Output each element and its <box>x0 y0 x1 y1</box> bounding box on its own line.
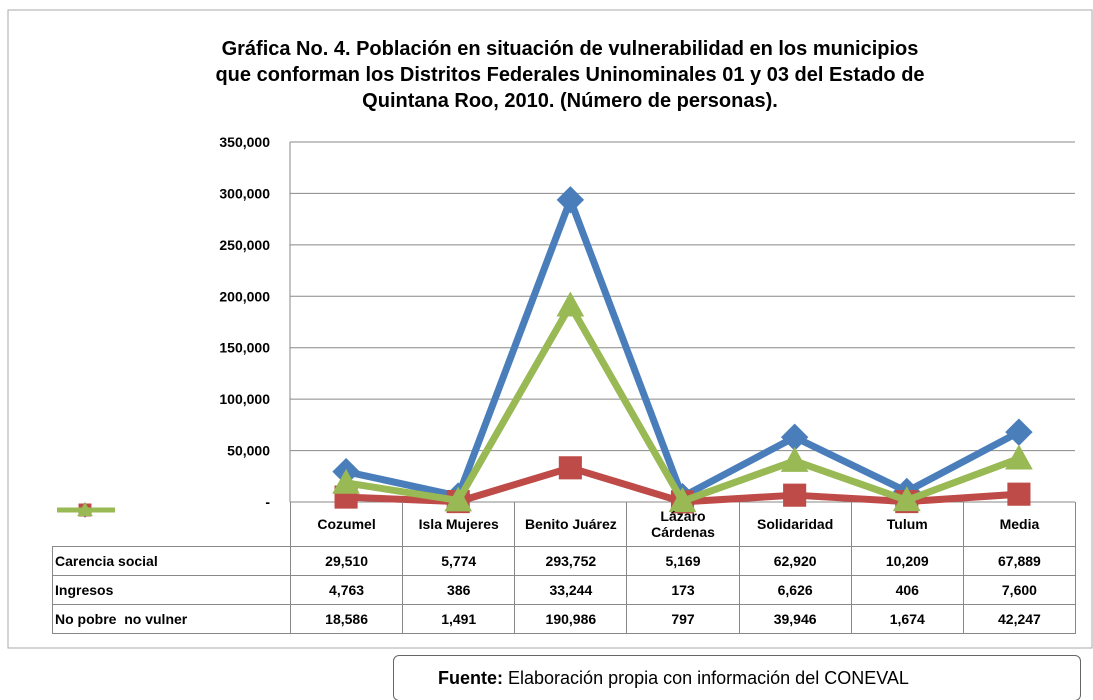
value-cell: 5,774 <box>402 546 516 576</box>
y-tick-label: 100,000 <box>219 391 270 407</box>
marker <box>556 186 585 214</box>
legend-cell: Ingresos <box>52 503 291 605</box>
legend-label: Ingresos <box>55 582 114 598</box>
legend-cell: No pobre no vulner <box>52 502 291 634</box>
value-cell: 18,586 <box>289 604 404 634</box>
series-line <box>345 302 1021 505</box>
category-label: Lázaro Cárdenas <box>626 502 740 547</box>
value-cell: 386 <box>402 575 516 605</box>
series-row: Carencia social 29,510 5,774 293,752 5,169 62… <box>52 502 1076 576</box>
value-cell: 4,763 <box>289 575 404 605</box>
marker <box>332 468 360 494</box>
y-tick-label: 300,000 <box>219 185 270 201</box>
marker <box>780 423 809 451</box>
value-cell: 293,752 <box>514 546 628 576</box>
y-tick-label: 150,000 <box>219 340 270 356</box>
series-row: No pobre no vulner 18,586 1,491 190,986 797 3… <box>52 502 1076 634</box>
marker <box>558 456 582 480</box>
y-tick-label: 350,000 <box>219 134 270 150</box>
source-label: Fuente: <box>438 668 503 688</box>
value-cell: 6,626 <box>738 575 852 605</box>
y-tick-label: - <box>265 494 270 510</box>
chart-border <box>7 9 1093 649</box>
value-cell: 7,600 <box>962 575 1076 605</box>
value-cell: 10,209 <box>850 546 964 576</box>
y-tick-label: 200,000 <box>219 288 270 304</box>
marker <box>556 291 585 317</box>
value-cell: 33,244 <box>514 575 628 605</box>
category-label: Tulum <box>850 502 964 547</box>
value-cell: 39,946 <box>738 604 852 634</box>
marker <box>1005 444 1033 470</box>
legend-icon <box>56 502 115 517</box>
source-text: Elaboración propia con información del C… <box>508 668 909 688</box>
legend-cell: Carencia social <box>52 502 291 576</box>
chart-title: Quintana Roo, 2010. (Número de personas)… <box>362 90 778 112</box>
value-cell: 406 <box>850 575 964 605</box>
value-cell: 5,169 <box>626 546 740 576</box>
y-tick-label: 250,000 <box>219 237 270 253</box>
value-cell: 62,920 <box>738 546 852 576</box>
chart-title: Gráfica No. 4. Población en situación de… <box>222 38 919 60</box>
value-cell: 67,889 <box>962 546 1076 576</box>
chart-title: que conforman los Distritos Federales Un… <box>215 64 924 86</box>
marker <box>1005 418 1033 446</box>
value-cell: 29,510 <box>289 546 404 576</box>
marker <box>76 502 93 517</box>
category-label: Isla Mujeres <box>402 502 516 547</box>
y-tick-label: 50,000 <box>227 443 270 459</box>
value-cell: 797 <box>626 604 740 634</box>
series-row: Ingresos 4,763 386 33,244 173 6,626 406 7,600 <box>52 503 1076 605</box>
legend-label: Carencia social <box>55 553 158 569</box>
value-cell: 1,491 <box>402 604 516 634</box>
marker <box>780 446 809 472</box>
value-cell: 1,674 <box>850 604 964 634</box>
category-label: Cozumel <box>289 502 404 547</box>
value-cell: 42,247 <box>962 604 1076 634</box>
category-label: Solidaridad <box>738 502 852 547</box>
category-label: Benito Juárez <box>514 502 628 547</box>
legend-label: No pobre no vulner <box>55 611 188 627</box>
value-cell: 190,986 <box>514 604 628 634</box>
data-table: Cozumel Isla Mujeres Benito Juárez Lázaro C… <box>52 502 1076 634</box>
value-cell: 173 <box>626 575 740 605</box>
source-box: Fuente: Elaboración propia con informaci… <box>393 655 1081 700</box>
category-label: Media <box>962 502 1076 547</box>
header-row: Cozumel Isla Mujeres Benito Juárez Lázaro C… <box>53 502 1076 547</box>
